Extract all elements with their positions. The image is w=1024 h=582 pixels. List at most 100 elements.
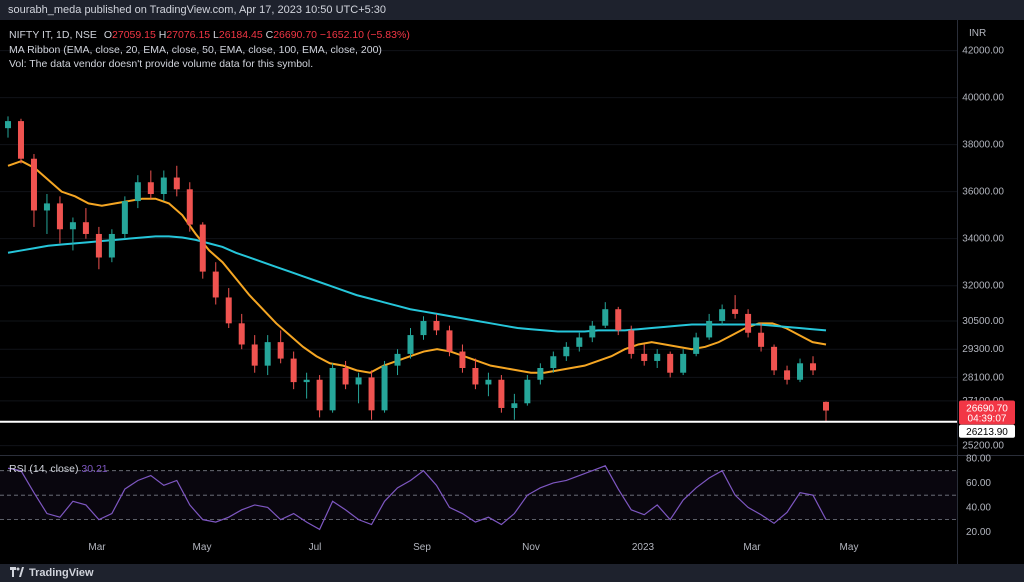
candle[interactable] xyxy=(615,309,622,331)
candle[interactable] xyxy=(563,346,570,357)
candle[interactable] xyxy=(576,337,583,347)
candle[interactable] xyxy=(459,351,466,368)
candle[interactable] xyxy=(628,330,635,354)
pane-separator[interactable] xyxy=(0,455,1024,456)
candle[interactable] xyxy=(797,363,804,380)
candle[interactable] xyxy=(810,363,817,371)
time-axis-label: Mar xyxy=(743,542,761,553)
candle[interactable] xyxy=(823,401,829,411)
price-tick-label: 38000.00 xyxy=(962,140,1004,151)
price-tick-label: 32000.00 xyxy=(962,281,1004,292)
change-value: −1652.10 (−5.83%) xyxy=(319,29,410,41)
candle[interactable] xyxy=(121,201,128,234)
tradingview-logo[interactable]: TradingView xyxy=(10,567,94,579)
candle[interactable] xyxy=(550,356,557,368)
candle[interactable] xyxy=(316,379,323,411)
rsi-label: RSI (14, close) xyxy=(9,463,79,475)
candle[interactable] xyxy=(381,365,388,411)
price-chart[interactable]: 42000.00 40000.00 38000.00 36000.00 34000.00… xyxy=(0,20,1024,564)
price-tick-label: 42000.00 xyxy=(962,46,1004,57)
symbol-name[interactable]: NIFTY IT, 1D, NSE xyxy=(9,29,97,41)
rsi-legend[interactable]: RSI (14, close) 30.21 xyxy=(9,463,108,475)
candle[interactable] xyxy=(225,297,232,324)
tradingview-brand: TradingView xyxy=(29,567,94,579)
candle[interactable] xyxy=(108,233,115,258)
candle[interactable] xyxy=(303,379,310,383)
candle[interactable] xyxy=(147,182,154,194)
candle[interactable] xyxy=(173,177,180,190)
footer-bar: TradingView xyxy=(0,564,1024,582)
candle[interactable] xyxy=(745,313,752,333)
open-value: 27059.15 xyxy=(112,29,156,41)
high-label: H xyxy=(158,29,167,41)
candle[interactable] xyxy=(784,370,791,380)
candle[interactable] xyxy=(511,403,518,408)
time-axis-label: May xyxy=(193,542,212,553)
candle[interactable] xyxy=(732,309,739,314)
ema-200-line[interactable] xyxy=(7,235,827,333)
candle[interactable] xyxy=(485,379,492,385)
candle[interactable] xyxy=(342,368,349,385)
candle[interactable] xyxy=(355,377,362,385)
rsi-tick-label: 40.00 xyxy=(966,502,991,513)
candle[interactable] xyxy=(394,353,401,366)
candle[interactable] xyxy=(238,323,245,345)
candle[interactable] xyxy=(251,344,258,366)
candle[interactable] xyxy=(277,342,284,359)
candle[interactable] xyxy=(498,379,505,408)
price-tick-label: 30500.00 xyxy=(962,316,1004,327)
time-axis-label: May xyxy=(840,542,859,553)
price-tick-label: 29300.00 xyxy=(962,344,1004,355)
candle[interactable] xyxy=(290,358,297,383)
low-value: 26184.45 xyxy=(218,29,263,41)
publisher-text: sourabh_meda published on TradingView.co… xyxy=(8,4,387,16)
candle[interactable] xyxy=(69,222,76,230)
candle[interactable] xyxy=(30,158,37,211)
candle[interactable] xyxy=(368,377,375,411)
candle[interactable] xyxy=(472,368,479,385)
candle[interactable] xyxy=(641,353,648,361)
publisher-bar: sourabh_meda published on TradingView.co… xyxy=(0,0,1024,20)
candle[interactable] xyxy=(17,121,24,159)
candle[interactable] xyxy=(329,368,336,411)
ema-50-line[interactable] xyxy=(7,159,827,374)
candle[interactable] xyxy=(537,368,544,380)
candle[interactable] xyxy=(264,342,271,366)
candle[interactable] xyxy=(134,182,141,202)
low-label: L xyxy=(213,29,219,41)
candle[interactable] xyxy=(693,337,700,354)
last-price-value: 26690.70 xyxy=(966,404,1008,415)
candle[interactable] xyxy=(5,121,11,129)
candle[interactable] xyxy=(758,332,765,347)
candle[interactable] xyxy=(56,203,63,230)
candle[interactable] xyxy=(446,330,453,352)
candle[interactable] xyxy=(433,320,440,331)
candle[interactable] xyxy=(160,177,167,194)
candle[interactable] xyxy=(82,222,89,234)
candle[interactable] xyxy=(680,353,687,373)
candle[interactable] xyxy=(771,346,778,371)
candle[interactable] xyxy=(719,309,726,321)
candle[interactable] xyxy=(589,325,596,338)
price-tick-label: 40000.00 xyxy=(962,93,1004,104)
candle[interactable] xyxy=(420,320,427,336)
candle[interactable] xyxy=(667,353,674,373)
ma-ribbon-legend[interactable]: MA Ribbon (EMA, close, 20, EMA, close, 5… xyxy=(9,44,382,56)
candle[interactable] xyxy=(524,379,531,404)
time-axis-label: Mar xyxy=(88,542,106,553)
candle[interactable] xyxy=(654,353,661,361)
support-price-badge[interactable] xyxy=(959,424,1015,438)
last-price-badge[interactable] xyxy=(959,400,1015,425)
candle[interactable] xyxy=(43,203,50,211)
volume-legend[interactable]: Vol: The data vendor doesn't provide vol… xyxy=(9,58,314,70)
candle[interactable] xyxy=(602,309,609,326)
candle[interactable] xyxy=(199,224,206,272)
candle[interactable] xyxy=(212,271,219,298)
support-price-value: 26213.90 xyxy=(966,427,1008,438)
candle[interactable] xyxy=(706,320,713,338)
candle[interactable] xyxy=(95,233,102,258)
rsi-line[interactable] xyxy=(7,465,827,531)
candle[interactable] xyxy=(186,189,193,225)
candle[interactable] xyxy=(407,335,414,354)
close-value: 26690.70 xyxy=(273,29,317,41)
